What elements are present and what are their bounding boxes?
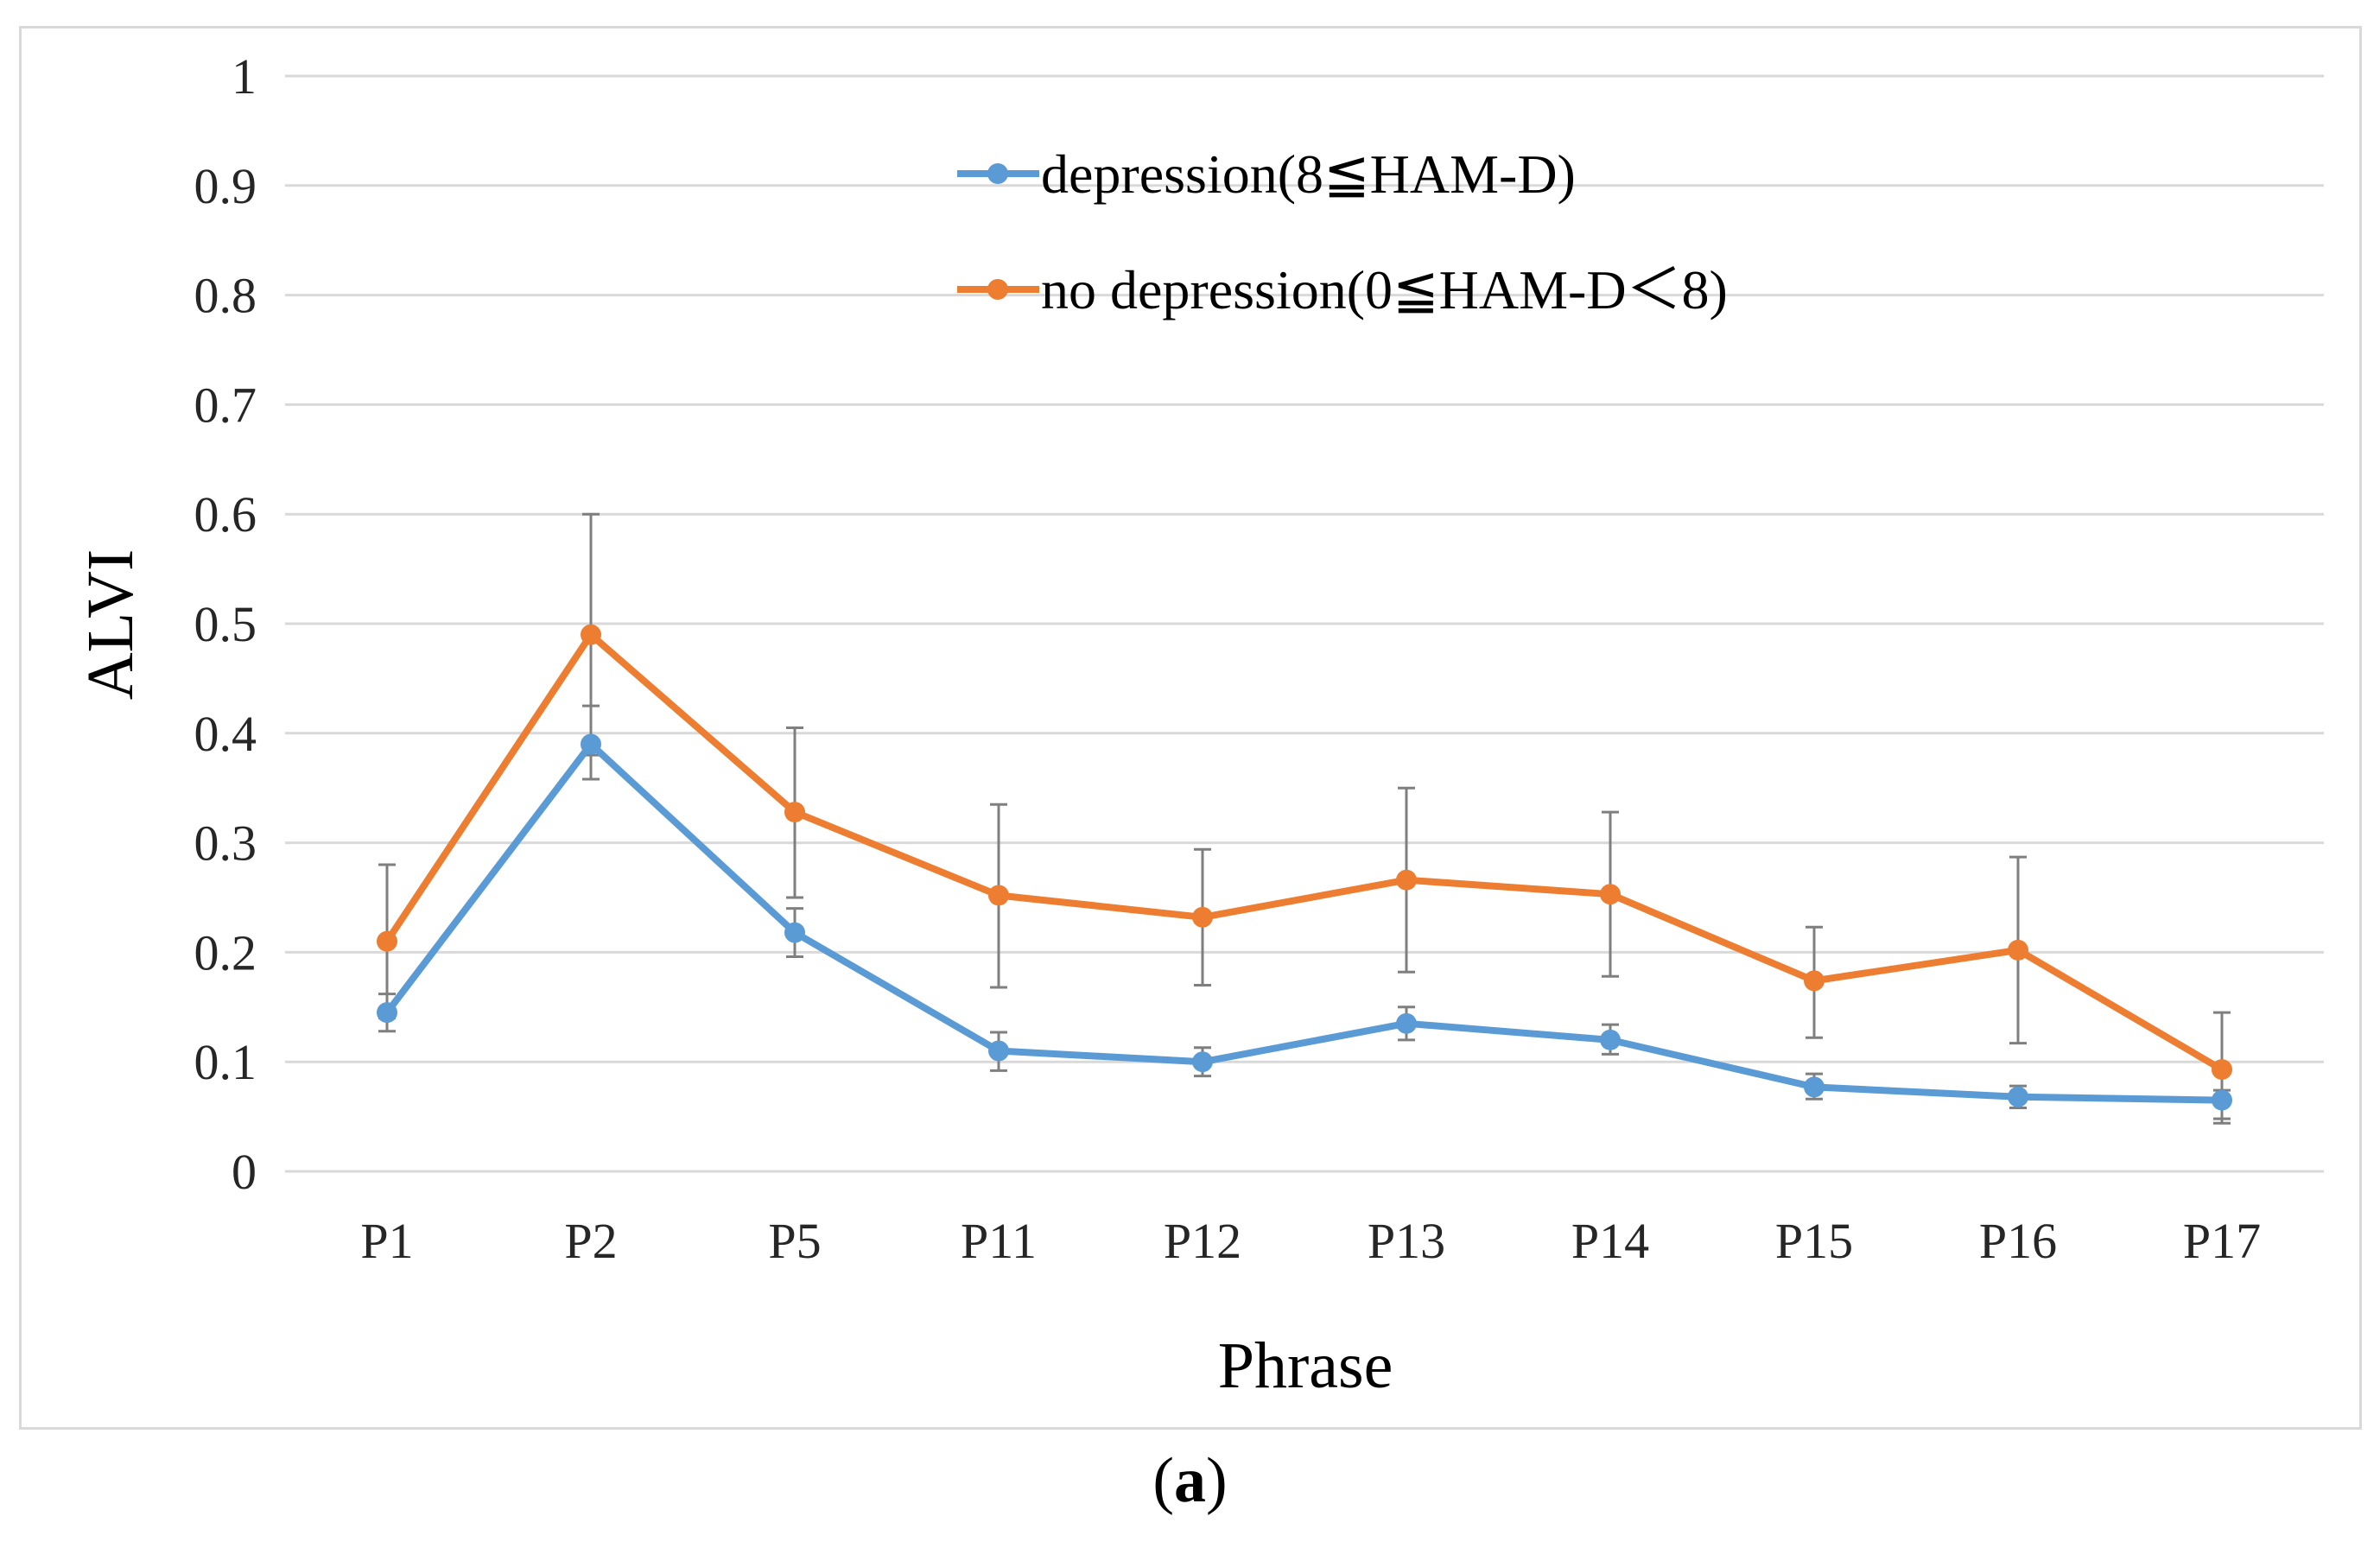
caption-close-paren: ) — [1206, 1445, 1228, 1516]
alvi-line-chart: 00.10.20.30.40.50.60.70.80.91 P1 P2 P5 P11 P… — [74, 48, 2324, 1402]
data-point-depression — [1396, 1012, 1417, 1034]
data-point-no-depression — [1192, 906, 1213, 928]
y-tick-label: 0.3 — [194, 815, 257, 872]
data-point-depression — [2212, 1089, 2232, 1111]
x-tick-label-p2: P2 — [564, 1213, 617, 1269]
legend-label-depression: depression(8≦HAM-D) — [1041, 143, 1576, 205]
legend: depression(8≦HAM-D) no depression(0≦HAM-D… — [957, 143, 1728, 320]
legend-marker-no-depression — [987, 279, 1008, 300]
data-point-no-depression — [1396, 869, 1417, 891]
chart-frame: 0 0.1 0.2 0.3 0.4 0.5 0.6 0.7 0.8 0.9 1 P1 P2 P5 P11 P… — [19, 26, 2362, 1430]
x-tick-label-p5: P5 — [768, 1213, 821, 1269]
x-tick-label-p17: P17 — [2183, 1213, 2261, 1269]
data-point-no-depression — [2008, 939, 2028, 961]
caption-open-paren: ( — [1152, 1445, 1174, 1516]
data-point-depression — [581, 733, 601, 755]
y-tick-label: 0.8 — [194, 268, 257, 324]
x-tick-label-p15: P15 — [1775, 1213, 1853, 1269]
y-tick-label: 0.6 — [194, 486, 257, 542]
data-point-depression — [784, 922, 805, 943]
x-tick-labels: P1 P2 P5 P11 P12 P13 P14 P15 P16 P17 — [360, 1213, 2261, 1269]
data-point-no-depression — [377, 930, 397, 952]
y-tick-labels: 0 0.1 0.2 0.3 0.4 0.5 0.6 0.7 0.8 0.9 1 — [194, 48, 257, 1200]
gridlines — [285, 74, 2324, 1173]
caption-letter: a — [1174, 1445, 1206, 1516]
x-axis-title: Phrase — [1218, 1329, 1393, 1402]
panel-caption: (a) — [0, 1444, 2380, 1518]
y-tick-label: 0 — [232, 1144, 257, 1200]
y-tick-label: 0.9 — [194, 158, 257, 214]
y-axis-title: ALVI — [74, 549, 147, 701]
data-point-no-depression — [2212, 1059, 2232, 1081]
legend-label-no-depression: no depression(0≦HAM-D＜8) — [1041, 259, 1728, 320]
data-point-depression — [988, 1040, 1009, 1062]
series-lines — [384, 631, 2225, 1104]
data-point-no-depression — [784, 802, 805, 823]
y-tick-label: 0.7 — [194, 377, 257, 433]
data-point-no-depression — [1804, 970, 1825, 992]
y-tick-label: 0.2 — [194, 924, 257, 980]
y-tick-label: 0.1 — [194, 1034, 257, 1090]
series-line-depression — [384, 740, 2223, 1104]
legend-marker-depression — [987, 163, 1008, 184]
data-points — [377, 624, 2232, 1111]
data-point-no-depression — [988, 885, 1009, 906]
data-point-no-depression — [581, 624, 601, 645]
series-line-no-depression — [384, 631, 2225, 1073]
x-tick-label-p11: P11 — [961, 1213, 1037, 1269]
x-tick-label-p13: P13 — [1368, 1213, 1445, 1269]
y-tick-label: 0.4 — [194, 706, 257, 762]
x-tick-label-p1: P1 — [360, 1213, 413, 1269]
data-point-depression — [2008, 1086, 2028, 1107]
y-tick-label: 0.5 — [194, 596, 257, 652]
data-point-depression — [377, 1002, 397, 1024]
x-tick-label-p14: P14 — [1571, 1213, 1649, 1269]
data-point-depression — [1192, 1051, 1213, 1073]
error-bars — [378, 512, 2231, 1125]
data-point-no-depression — [1600, 884, 1621, 905]
data-point-depression — [1804, 1076, 1825, 1098]
x-tick-label-p12: P12 — [1164, 1213, 1241, 1269]
y-tick-label: 1 — [232, 48, 257, 105]
data-point-depression — [1600, 1029, 1621, 1050]
x-tick-label-p16: P16 — [1979, 1213, 2057, 1269]
